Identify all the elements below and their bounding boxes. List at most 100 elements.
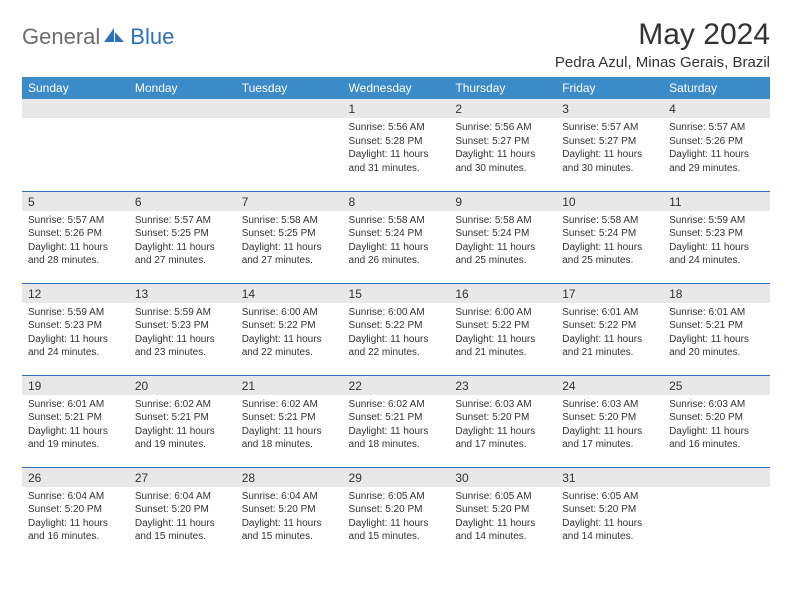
day-details-empty bbox=[22, 118, 129, 125]
day-details: Sunrise: 6:04 AMSunset: 5:20 PMDaylight:… bbox=[22, 487, 129, 548]
calendar-day-cell: 21Sunrise: 6:02 AMSunset: 5:21 PMDayligh… bbox=[236, 375, 343, 467]
day-number: 21 bbox=[236, 376, 343, 395]
day-number: 30 bbox=[449, 468, 556, 487]
weekday-header: Tuesday bbox=[236, 77, 343, 99]
day-number: 9 bbox=[449, 192, 556, 211]
daylight-line-2: and 16 minutes. bbox=[669, 438, 764, 452]
sunrise-line: Sunrise: 6:05 AM bbox=[349, 490, 444, 504]
daylight-line-1: Daylight: 11 hours bbox=[28, 241, 123, 255]
day-number: 27 bbox=[129, 468, 236, 487]
daylight-line-1: Daylight: 11 hours bbox=[562, 333, 657, 347]
day-details-empty bbox=[129, 118, 236, 125]
day-number: 15 bbox=[343, 284, 450, 303]
sunrise-line: Sunrise: 6:04 AM bbox=[242, 490, 337, 504]
sunrise-line: Sunrise: 5:59 AM bbox=[669, 214, 764, 228]
calendar-day-cell: 31Sunrise: 6:05 AMSunset: 5:20 PMDayligh… bbox=[556, 467, 663, 559]
sunset-line: Sunset: 5:20 PM bbox=[562, 411, 657, 425]
day-details: Sunrise: 6:05 AMSunset: 5:20 PMDaylight:… bbox=[449, 487, 556, 548]
weekday-header: Sunday bbox=[22, 77, 129, 99]
sunset-line: Sunset: 5:21 PM bbox=[135, 411, 230, 425]
daylight-line-1: Daylight: 11 hours bbox=[135, 241, 230, 255]
day-details: Sunrise: 6:00 AMSunset: 5:22 PMDaylight:… bbox=[449, 303, 556, 364]
calendar-header-row: SundayMondayTuesdayWednesdayThursdayFrid… bbox=[22, 77, 770, 99]
month-title: May 2024 bbox=[555, 18, 770, 52]
sunrise-line: Sunrise: 6:03 AM bbox=[562, 398, 657, 412]
day-details: Sunrise: 6:00 AMSunset: 5:22 PMDaylight:… bbox=[343, 303, 450, 364]
day-number: 10 bbox=[556, 192, 663, 211]
sunset-line: Sunset: 5:24 PM bbox=[562, 227, 657, 241]
day-details: Sunrise: 5:56 AMSunset: 5:27 PMDaylight:… bbox=[449, 118, 556, 179]
day-details: Sunrise: 6:01 AMSunset: 5:21 PMDaylight:… bbox=[663, 303, 770, 364]
sunset-line: Sunset: 5:21 PM bbox=[669, 319, 764, 333]
day-details: Sunrise: 5:59 AMSunset: 5:23 PMDaylight:… bbox=[22, 303, 129, 364]
daylight-line-2: and 22 minutes. bbox=[242, 346, 337, 360]
calendar-table: SundayMondayTuesdayWednesdayThursdayFrid… bbox=[22, 77, 770, 559]
sunrise-line: Sunrise: 6:03 AM bbox=[669, 398, 764, 412]
sunrise-line: Sunrise: 6:02 AM bbox=[349, 398, 444, 412]
sunrise-line: Sunrise: 6:02 AM bbox=[242, 398, 337, 412]
sunrise-line: Sunrise: 6:05 AM bbox=[562, 490, 657, 504]
daylight-line-1: Daylight: 11 hours bbox=[242, 517, 337, 531]
sunset-line: Sunset: 5:20 PM bbox=[135, 503, 230, 517]
day-number: 6 bbox=[129, 192, 236, 211]
daylight-line-2: and 25 minutes. bbox=[455, 254, 550, 268]
day-number: 1 bbox=[343, 99, 450, 118]
daylight-line-1: Daylight: 11 hours bbox=[455, 517, 550, 531]
day-details: Sunrise: 6:03 AMSunset: 5:20 PMDaylight:… bbox=[663, 395, 770, 456]
daylight-line-1: Daylight: 11 hours bbox=[669, 333, 764, 347]
calendar-day-cell: 6Sunrise: 5:57 AMSunset: 5:25 PMDaylight… bbox=[129, 191, 236, 283]
daylight-line-2: and 30 minutes. bbox=[562, 162, 657, 176]
calendar-body: 1Sunrise: 5:56 AMSunset: 5:28 PMDaylight… bbox=[22, 99, 770, 559]
daylight-line-2: and 18 minutes. bbox=[349, 438, 444, 452]
day-details: Sunrise: 5:56 AMSunset: 5:28 PMDaylight:… bbox=[343, 118, 450, 179]
calendar-day-cell: 3Sunrise: 5:57 AMSunset: 5:27 PMDaylight… bbox=[556, 99, 663, 191]
day-details: Sunrise: 6:02 AMSunset: 5:21 PMDaylight:… bbox=[236, 395, 343, 456]
daylight-line-2: and 28 minutes. bbox=[28, 254, 123, 268]
daylight-line-1: Daylight: 11 hours bbox=[669, 425, 764, 439]
sunset-line: Sunset: 5:24 PM bbox=[455, 227, 550, 241]
daylight-line-2: and 26 minutes. bbox=[349, 254, 444, 268]
daylight-line-2: and 21 minutes. bbox=[455, 346, 550, 360]
day-number: 24 bbox=[556, 376, 663, 395]
daylight-line-1: Daylight: 11 hours bbox=[135, 517, 230, 531]
day-number: 11 bbox=[663, 192, 770, 211]
sunrise-line: Sunrise: 5:57 AM bbox=[669, 121, 764, 135]
daylight-line-2: and 22 minutes. bbox=[349, 346, 444, 360]
day-number: 7 bbox=[236, 192, 343, 211]
daylight-line-1: Daylight: 11 hours bbox=[242, 241, 337, 255]
daylight-line-1: Daylight: 11 hours bbox=[349, 333, 444, 347]
daylight-line-2: and 15 minutes. bbox=[135, 530, 230, 544]
daylight-line-1: Daylight: 11 hours bbox=[349, 517, 444, 531]
day-details: Sunrise: 5:58 AMSunset: 5:25 PMDaylight:… bbox=[236, 211, 343, 272]
logo-text-general: General bbox=[22, 24, 100, 50]
calendar-day-cell: 25Sunrise: 6:03 AMSunset: 5:20 PMDayligh… bbox=[663, 375, 770, 467]
day-number: 14 bbox=[236, 284, 343, 303]
sunset-line: Sunset: 5:27 PM bbox=[455, 135, 550, 149]
day-details: Sunrise: 5:58 AMSunset: 5:24 PMDaylight:… bbox=[449, 211, 556, 272]
day-number: 26 bbox=[22, 468, 129, 487]
sunrise-line: Sunrise: 6:04 AM bbox=[135, 490, 230, 504]
sunset-line: Sunset: 5:21 PM bbox=[28, 411, 123, 425]
daylight-line-1: Daylight: 11 hours bbox=[28, 333, 123, 347]
sunset-line: Sunset: 5:27 PM bbox=[562, 135, 657, 149]
sunrise-line: Sunrise: 5:57 AM bbox=[562, 121, 657, 135]
calendar-empty-cell bbox=[663, 467, 770, 559]
sunrise-line: Sunrise: 6:03 AM bbox=[455, 398, 550, 412]
daylight-line-1: Daylight: 11 hours bbox=[562, 148, 657, 162]
calendar-day-cell: 12Sunrise: 5:59 AMSunset: 5:23 PMDayligh… bbox=[22, 283, 129, 375]
sunset-line: Sunset: 5:22 PM bbox=[242, 319, 337, 333]
daylight-line-1: Daylight: 11 hours bbox=[562, 517, 657, 531]
sunset-line: Sunset: 5:20 PM bbox=[28, 503, 123, 517]
sunrise-line: Sunrise: 6:00 AM bbox=[349, 306, 444, 320]
sunset-line: Sunset: 5:20 PM bbox=[455, 503, 550, 517]
sunrise-line: Sunrise: 5:57 AM bbox=[28, 214, 123, 228]
calendar-day-cell: 30Sunrise: 6:05 AMSunset: 5:20 PMDayligh… bbox=[449, 467, 556, 559]
calendar-day-cell: 14Sunrise: 6:00 AMSunset: 5:22 PMDayligh… bbox=[236, 283, 343, 375]
daylight-line-2: and 16 minutes. bbox=[28, 530, 123, 544]
daylight-line-2: and 14 minutes. bbox=[562, 530, 657, 544]
day-details: Sunrise: 5:59 AMSunset: 5:23 PMDaylight:… bbox=[129, 303, 236, 364]
day-details: Sunrise: 6:04 AMSunset: 5:20 PMDaylight:… bbox=[129, 487, 236, 548]
day-details: Sunrise: 5:57 AMSunset: 5:25 PMDaylight:… bbox=[129, 211, 236, 272]
day-number: 17 bbox=[556, 284, 663, 303]
daylight-line-2: and 14 minutes. bbox=[455, 530, 550, 544]
